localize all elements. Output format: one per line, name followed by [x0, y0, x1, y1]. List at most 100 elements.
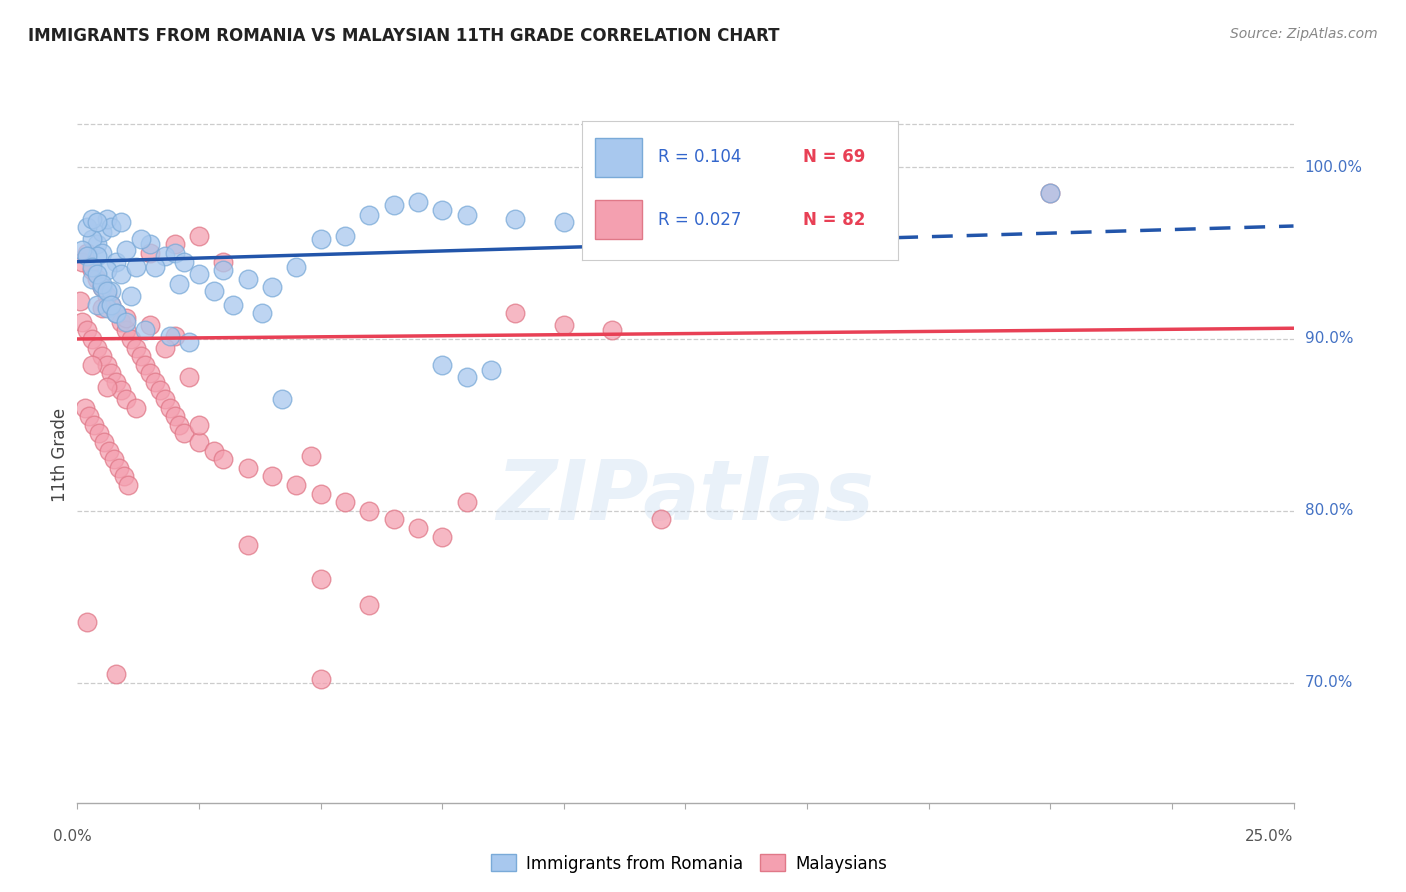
Point — [115, 392, 138, 406]
Point — [250, 306, 273, 320]
Point — [202, 443, 225, 458]
Point — [270, 392, 292, 406]
Point — [86, 267, 108, 281]
Point — [479, 363, 502, 377]
Point — [70, 254, 93, 268]
Point — [80, 332, 103, 346]
Point — [105, 306, 128, 320]
Text: 100.0%: 100.0% — [1305, 160, 1362, 175]
Point — [153, 392, 176, 406]
Point — [169, 277, 191, 291]
Point — [73, 401, 96, 415]
Point — [117, 478, 139, 492]
Point — [86, 237, 108, 252]
Point — [103, 452, 125, 467]
Point — [153, 250, 176, 264]
Point — [212, 254, 235, 268]
Point — [86, 215, 108, 229]
Point — [80, 272, 103, 286]
Point — [188, 267, 211, 281]
Point — [70, 315, 93, 329]
Point — [285, 260, 308, 274]
Point — [105, 306, 128, 320]
Point — [139, 367, 162, 381]
Point — [69, 294, 91, 309]
Point — [120, 289, 142, 303]
Point — [309, 672, 332, 686]
Point — [309, 232, 332, 246]
Point — [1039, 186, 1062, 200]
Point — [76, 220, 98, 235]
Point — [430, 358, 453, 372]
Point — [86, 272, 108, 286]
Point — [202, 284, 225, 298]
Point — [179, 369, 201, 384]
Point — [173, 254, 195, 268]
Point — [79, 409, 101, 424]
Point — [188, 435, 211, 450]
Point — [115, 315, 138, 329]
Point — [129, 232, 152, 246]
Point — [553, 318, 575, 333]
Point — [236, 272, 259, 286]
Point — [80, 263, 103, 277]
Point — [80, 211, 103, 226]
Point — [125, 260, 148, 274]
Point — [89, 426, 111, 441]
Point — [602, 323, 624, 337]
Point — [100, 284, 122, 298]
Point — [80, 260, 103, 274]
Point — [456, 208, 478, 222]
Point — [236, 460, 259, 475]
Point — [134, 323, 156, 337]
Point — [125, 341, 148, 355]
Text: 90.0%: 90.0% — [1305, 332, 1353, 346]
Point — [139, 237, 162, 252]
Point — [83, 417, 105, 432]
Point — [169, 417, 191, 432]
Point — [110, 215, 132, 229]
Point — [110, 315, 132, 329]
Point — [406, 521, 429, 535]
Point — [333, 228, 356, 243]
Point — [100, 220, 122, 235]
Point — [76, 246, 98, 260]
Point — [188, 228, 211, 243]
Point — [456, 495, 478, 509]
Point — [747, 237, 769, 252]
Point — [80, 232, 103, 246]
Text: 80.0%: 80.0% — [1305, 503, 1353, 518]
Point — [80, 358, 103, 372]
Point — [359, 504, 381, 518]
Point — [153, 341, 176, 355]
Point — [96, 380, 118, 394]
Point — [650, 226, 672, 240]
Point — [125, 401, 148, 415]
Point — [97, 443, 120, 458]
Point — [107, 460, 129, 475]
Point — [96, 301, 118, 315]
Point — [1039, 186, 1062, 200]
Point — [236, 538, 259, 552]
Point — [86, 341, 108, 355]
Point — [105, 306, 128, 320]
Point — [309, 486, 332, 500]
Point — [212, 263, 235, 277]
Point — [188, 417, 211, 432]
Point — [260, 469, 283, 483]
Point — [430, 203, 453, 218]
Point — [796, 232, 818, 246]
Point — [76, 323, 98, 337]
Point — [159, 328, 181, 343]
Point — [650, 512, 672, 526]
Point — [115, 243, 138, 257]
Point — [105, 667, 128, 681]
Point — [105, 254, 128, 268]
Point — [149, 384, 172, 398]
Point — [96, 211, 118, 226]
Point — [96, 358, 118, 372]
Point — [159, 401, 181, 415]
Point — [309, 573, 332, 587]
Point — [90, 280, 112, 294]
Point — [382, 198, 405, 212]
